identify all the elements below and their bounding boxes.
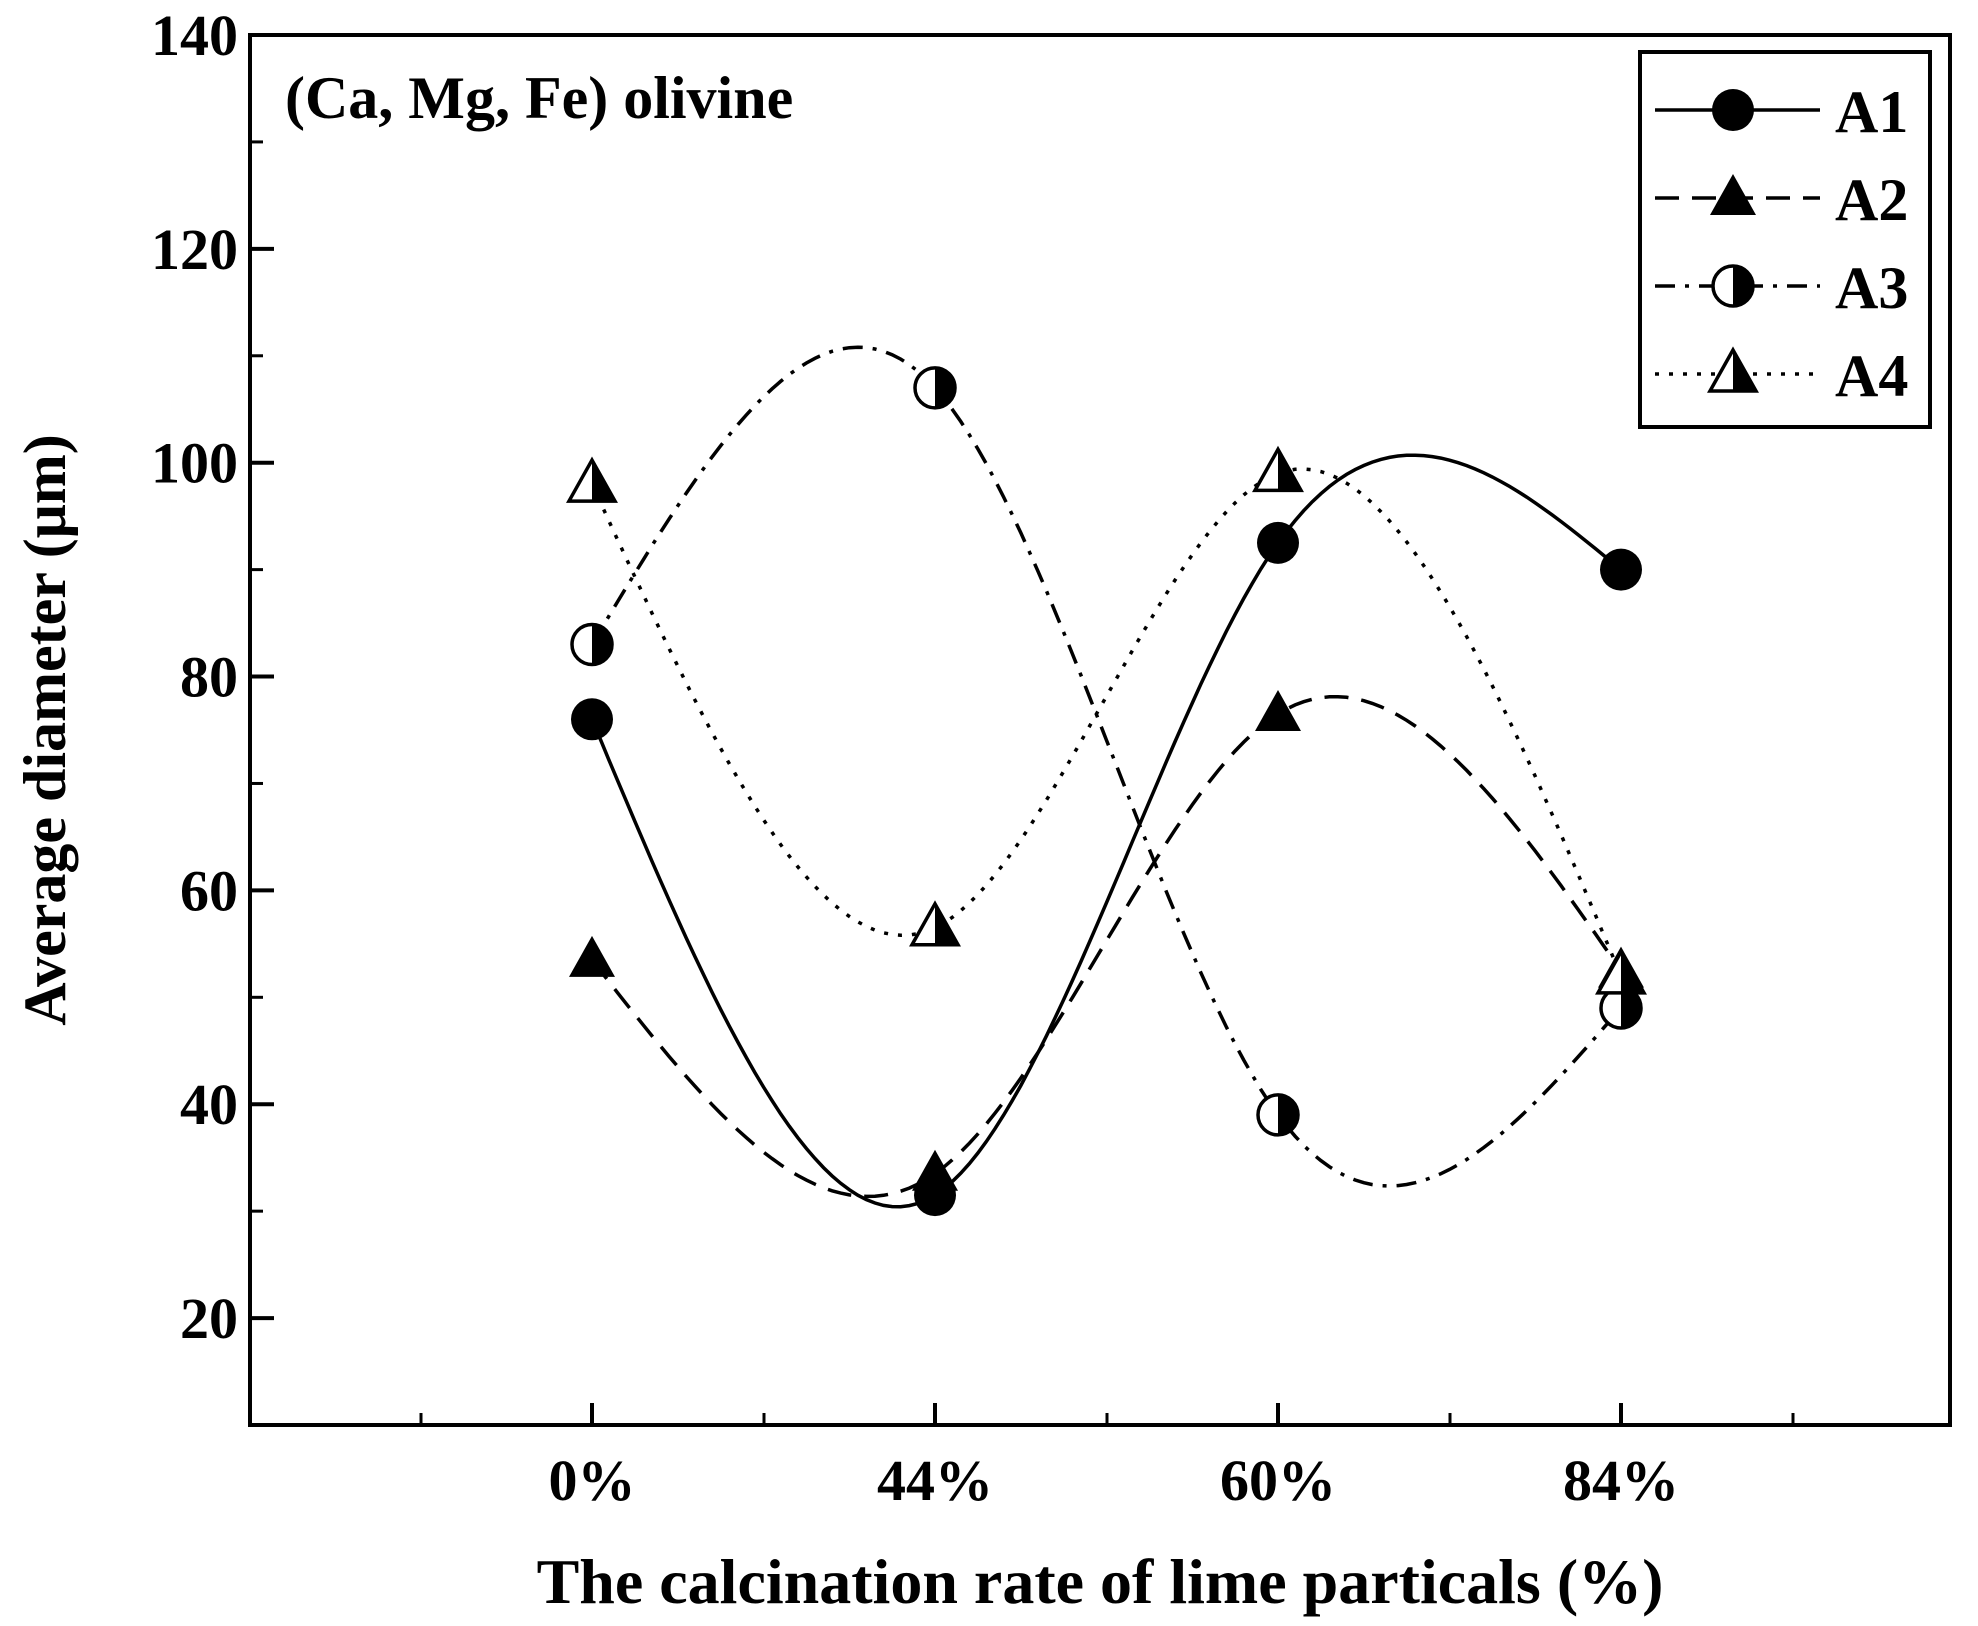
y-tick-label: 60 [180, 858, 238, 923]
y-tick-label: 40 [180, 1072, 238, 1137]
x-axis-label: The calcination rate of lime particals (… [537, 1546, 1664, 1617]
y-tick-label: 140 [151, 3, 238, 68]
series-line-a3 [590, 345, 1623, 1188]
y-tick-label: 20 [180, 1286, 238, 1351]
y-tick-label: 80 [180, 645, 238, 710]
legend-label-a2: A2 [1835, 167, 1908, 233]
series-markers [566, 366, 1647, 1217]
point-a3 [1256, 1093, 1300, 1137]
x-axis: 0% 44% 60% 84% [419, 1403, 1795, 1513]
legend: A1 A2 A3 A4 [1638, 50, 1932, 429]
plot-frame [248, 33, 1952, 1427]
series-line-a2 [590, 694, 1623, 1199]
point-a1 [1600, 548, 1642, 591]
point-a2 [1255, 689, 1301, 731]
point-a1 [571, 698, 613, 741]
point-a4 [1595, 948, 1647, 995]
legend-marker-a4 [1707, 346, 1759, 393]
x-tick-label: 84% [1563, 1448, 1679, 1513]
point-a4 [909, 900, 961, 947]
point-a3 [1599, 986, 1643, 1030]
series-lines [590, 345, 1623, 1209]
chart-title: (Ca, Mg, Fe) olivine [285, 65, 793, 131]
legend-marker-a1 [1712, 89, 1754, 131]
point-a4 [566, 456, 618, 503]
legend-marker-a2 [1710, 174, 1756, 215]
x-tick-label: 44% [877, 1448, 993, 1513]
point-a1 [1257, 521, 1299, 564]
legend-label-a3: A3 [1835, 255, 1908, 321]
point-a2 [912, 1149, 958, 1191]
point-a2 [569, 935, 615, 977]
legend-label-a4: A4 [1835, 343, 1908, 409]
legend-label-a1: A1 [1835, 79, 1908, 145]
legend-box [1638, 50, 1932, 429]
y-tick-label: 100 [151, 431, 238, 496]
legend-marker-a3 [1711, 264, 1755, 308]
point-a4 [1252, 445, 1304, 493]
series-line-a1 [590, 453, 1623, 1209]
y-tick-label: 120 [151, 217, 238, 282]
x-tick-label: 0% [549, 1448, 636, 1513]
x-tick-label: 60% [1220, 1448, 1336, 1513]
point-a3 [570, 622, 614, 667]
point-a3 [913, 366, 957, 410]
y-axis-label: Average diameter (μm) [12, 434, 78, 1026]
y-axis: 20 40 60 80 100 120 140 [151, 3, 274, 1351]
